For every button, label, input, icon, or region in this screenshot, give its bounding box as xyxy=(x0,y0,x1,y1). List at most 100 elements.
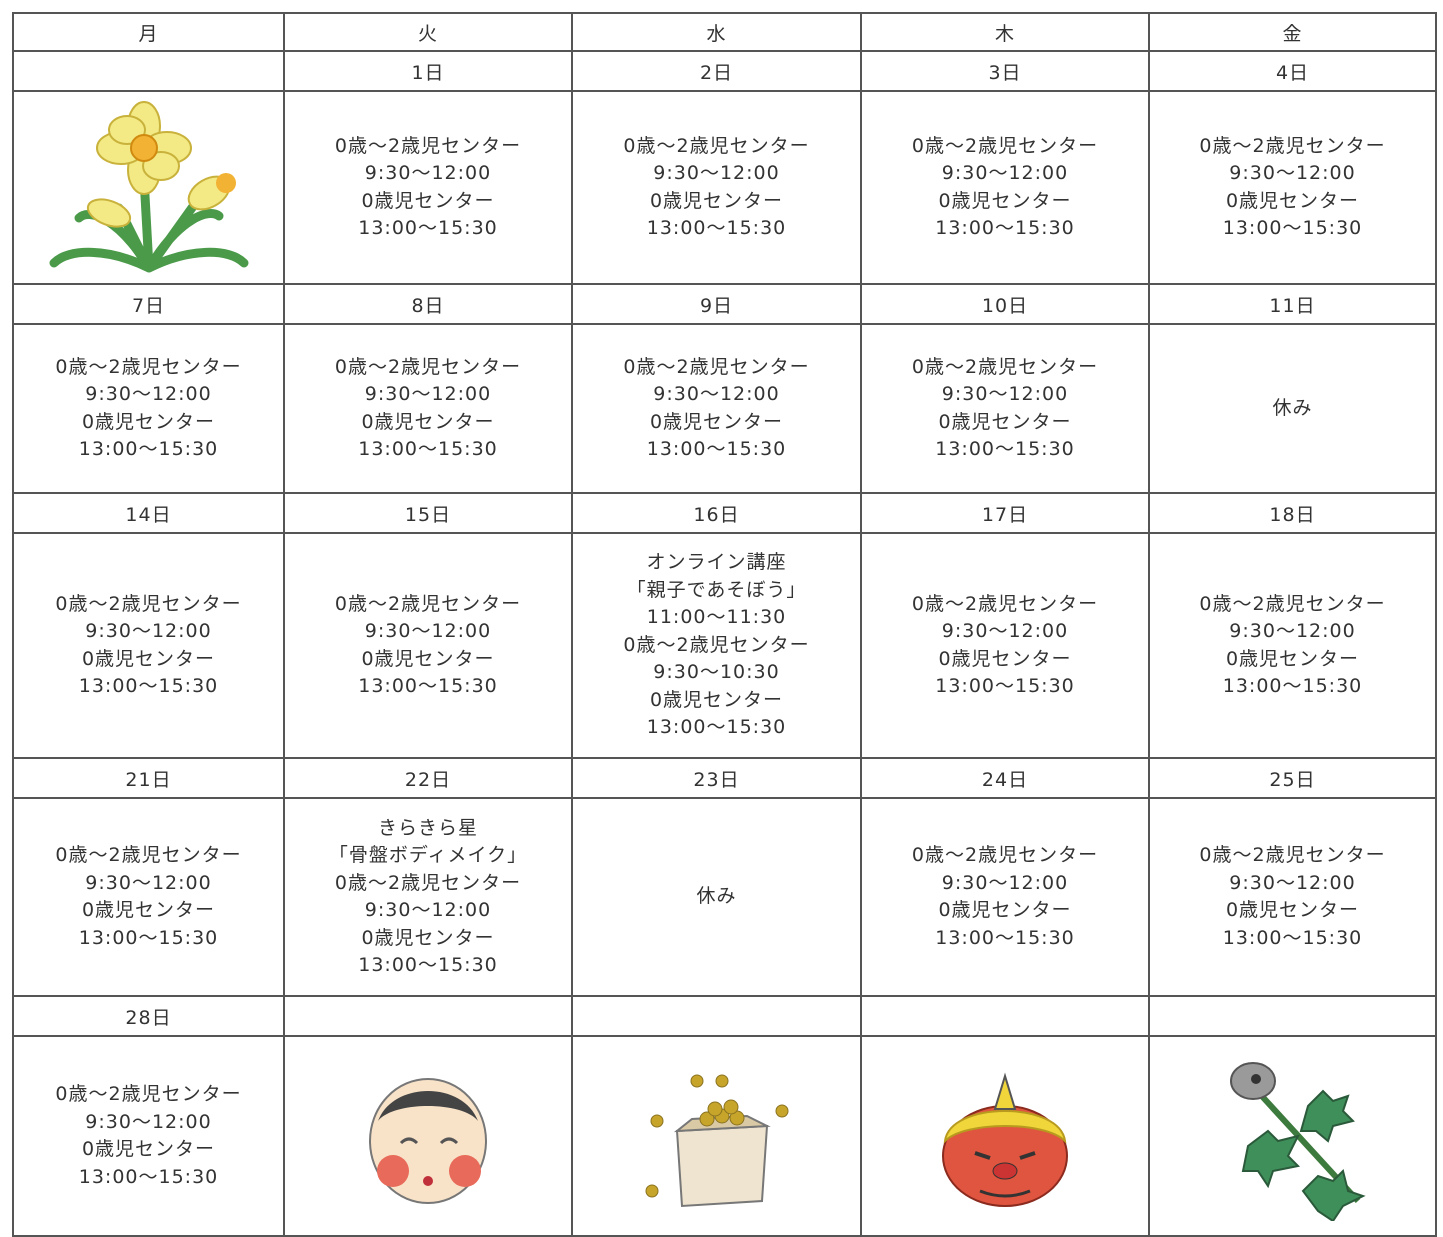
date-cell: 24日 xyxy=(860,757,1150,799)
content-cell: 休み xyxy=(1148,323,1437,494)
schedule-line: 0歳児センター xyxy=(81,647,216,670)
schedule-line: 0歳児センター xyxy=(361,926,495,949)
holly-illustration xyxy=(1229,1062,1366,1221)
date-cell: 10日 xyxy=(860,283,1150,325)
date-row: 21日 22日 23日 24日 25日 xyxy=(12,757,1437,799)
date-cell: 22日 xyxy=(283,757,573,799)
schedule-line: 0歳～2歳児センター xyxy=(1199,592,1386,615)
weekday-header: 金 xyxy=(1148,12,1437,52)
schedule-line: 9:30～12:00 xyxy=(1229,871,1356,894)
beans-illustration xyxy=(645,1074,788,1208)
schedule-line: 13:00～15:30 xyxy=(78,1165,219,1188)
schedule-line: 0歳児センター xyxy=(361,410,495,433)
schedule-line: 9:30～12:00 xyxy=(1229,620,1356,642)
schedule-line: きらきら星 xyxy=(377,816,478,839)
schedule-line: 13:00～15:30 xyxy=(78,675,219,697)
schedule-line: 0歳～2歳児センター xyxy=(1199,844,1386,866)
schedule-line: 13:00～15:30 xyxy=(935,217,1075,239)
schedule-line: 9:30～12:00 xyxy=(941,871,1069,894)
schedule-line: 0歳児センター xyxy=(81,410,216,433)
content-cell: 0歳～2歳児センター 9:30～12:00 0歳児センター 13:00～15:30 xyxy=(860,532,1150,759)
schedule-line: 0歳児センター xyxy=(81,899,216,921)
content-cell xyxy=(283,1035,573,1237)
content-cell: 0歳～2歳児センター 9:30～12:00 0歳児センター 13:00～15:30 xyxy=(12,323,285,494)
content-cell: 0歳～2歳児センター 9:30～12:00 0歳児センター 13:00～15:30 xyxy=(12,532,285,759)
schedule-line: 0歳児センター xyxy=(649,189,784,212)
schedule-line: 「骨盤ボディメイク」 xyxy=(328,844,528,866)
schedule-line: 13:00～15:30 xyxy=(358,217,498,239)
schedule-line: 9:30～12:00 xyxy=(364,620,492,642)
date-cell xyxy=(571,995,862,1037)
schedule-line: 13:00～15:30 xyxy=(646,438,787,460)
schedule-line: 0歳～2歳児センター xyxy=(1199,134,1386,157)
content-cell: 0歳～2歳児センター 9:30～12:00 0歳児センター 13:00～15:30 xyxy=(1148,90,1437,285)
date-row: 7日 8日 9日 10日 11日 xyxy=(12,283,1437,325)
weekday-header: 月 xyxy=(12,12,285,52)
schedule-line: 9:30～10:30 xyxy=(653,661,780,684)
schedule-line: 13:00～15:30 xyxy=(1222,217,1363,239)
schedule-line: 9:30～12:00 xyxy=(941,162,1069,184)
content-cell: 0歳～2歳児センター 9:30～12:00 0歳児センター 13:00～15:30 xyxy=(860,797,1150,997)
date-cell xyxy=(283,995,573,1037)
content-cell xyxy=(1148,1035,1437,1237)
content-cell: 0歳～2歳児センター 9:30～12:00 0歳児センター 13:00～15:30 xyxy=(571,90,862,285)
content-row: 0歳～2歳児センター 9:30～12:00 0歳児センター 13:00～15:30 xyxy=(12,1035,1437,1237)
schedule-line: 9:30～12:00 xyxy=(364,383,492,405)
schedule-line: 13:00～15:30 xyxy=(935,675,1075,697)
date-cell: 28日 xyxy=(12,995,285,1037)
schedule-line: 9:30～12:00 xyxy=(653,162,780,184)
schedule-line: 0歳～2歳児センター xyxy=(334,355,522,378)
content-cell: 0歳～2歳児センター 9:30～12:00 0歳児センター 13:00～15:30 xyxy=(12,1035,285,1237)
date-cell: 14日 xyxy=(12,492,285,534)
date-cell: 21日 xyxy=(12,757,285,799)
schedule-line: 0歳児センター xyxy=(649,688,784,711)
date-cell: 8日 xyxy=(283,283,573,325)
schedule-line: 13:00～15:30 xyxy=(935,438,1075,460)
schedule-line: 9:30～12:00 xyxy=(85,620,212,642)
schedule-line: 13:00～15:30 xyxy=(646,716,787,739)
schedule-line: 0歳児センター xyxy=(1225,647,1360,670)
date-cell: 18日 xyxy=(1148,492,1437,534)
schedule-line: 13:00～15:30 xyxy=(78,438,219,460)
header-row: 月火水木金 xyxy=(12,12,1437,52)
schedule-line: 13:00～15:30 xyxy=(935,926,1075,949)
content-cell: オンライン講座 「親子であそぼう」 11:00～11:30 0歳～2歳児センター 9:3… xyxy=(571,532,862,759)
content-cell: 0歳～2歳児センター 9:30～12:00 0歳児センター 13:00～15:30 xyxy=(283,532,573,759)
date-cell: 9日 xyxy=(571,283,862,325)
schedule-line: 0歳～2歳児センター xyxy=(55,592,242,615)
okame-illustration xyxy=(369,1078,487,1204)
date-cell: 23日 xyxy=(571,757,862,799)
content-cell: 0歳～2歳児センター 9:30～12:00 0歳児センター 13:00～15:30 xyxy=(12,797,285,997)
schedule-line: 0歳～2歳児センター xyxy=(911,355,1099,378)
content-cell: 0歳～2歳児センター 9:30～12:00 0歳児センター 13:00～15:30 xyxy=(860,90,1150,285)
date-cell: 15日 xyxy=(283,492,573,534)
weekday-header: 木 xyxy=(860,12,1150,52)
schedule-line: 9:30～12:00 xyxy=(364,899,492,921)
content-cell: 0歳～2歳児センター 9:30～12:00 0歳児センター 13:00～15:30 xyxy=(283,90,573,285)
schedule-line: 0歳～2歳児センター xyxy=(334,871,522,894)
content-row: 0歳～2歳児センター 9:30～12:00 0歳児センター 13:00～15:30 0歳… xyxy=(12,323,1437,494)
schedule-line: 9:30～12:00 xyxy=(85,383,212,405)
schedule-line: 0歳～2歳児センター xyxy=(911,592,1099,615)
date-row: 1日 2日 3日 4日 xyxy=(12,50,1437,92)
calendar-table: 月火水木金 1日 2日 3日 4日 0歳～2歳児センター 9:30～12:00 0歳児センタ… xyxy=(12,12,1437,1237)
content-row: 0歳～2歳児センター 9:30～12:00 0歳児センター 13:00～15:30 きら… xyxy=(12,797,1437,997)
schedule-line: 0歳～2歳児センター xyxy=(911,844,1099,866)
schedule-line: 13:00～15:30 xyxy=(1222,926,1363,949)
schedule-line: 0歳児センター xyxy=(938,899,1072,921)
date-cell: 2日 xyxy=(571,50,862,92)
schedule-line: 13:00～15:30 xyxy=(1222,675,1363,697)
date-cell: 7日 xyxy=(12,283,285,325)
schedule-line: 9:30～12:00 xyxy=(1229,162,1356,184)
schedule-line: 13:00～15:30 xyxy=(358,438,498,460)
content-row: 0歳～2歳児センター 9:30～12:00 0歳児センター 13:00～15:30 0歳… xyxy=(12,532,1437,759)
date-row: 14日 15日 16日 17日 18日 xyxy=(12,492,1437,534)
date-cell: 17日 xyxy=(860,492,1150,534)
schedule-line: 0歳～2歳児センター xyxy=(623,134,810,157)
weekday-header: 水 xyxy=(571,12,862,52)
weekday-header: 火 xyxy=(283,12,573,52)
schedule-line: 0歳児センター xyxy=(649,410,784,433)
date-cell xyxy=(12,50,285,92)
schedule-line: 9:30～12:00 xyxy=(653,383,780,405)
